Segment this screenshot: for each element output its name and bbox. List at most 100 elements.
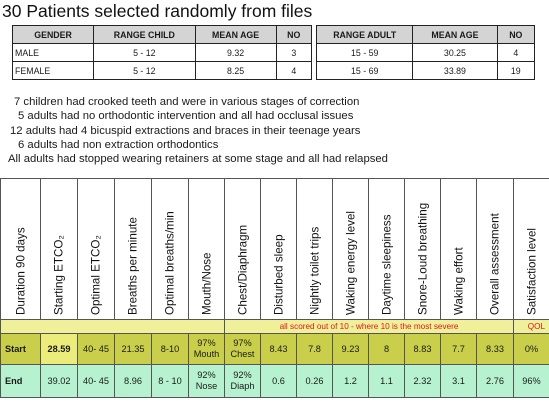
header-label: Mouth/Nose bbox=[200, 252, 213, 315]
cell-optimal-etco2: 40- 45 bbox=[77, 333, 115, 365]
table-row-male: MALE 5 - 12 9.32 3 15 - 59 30.25 4 bbox=[11, 43, 536, 62]
header-duration: Duration 90 days bbox=[0, 178, 41, 320]
cell-range-child: 5 - 12 bbox=[93, 61, 196, 80]
header-snore-loud-breathing: Snore-Loud breathing bbox=[404, 178, 441, 320]
header-overall-assessment: Overall assessment bbox=[476, 178, 514, 320]
cell-nightly-toilet-trips: 0.26 bbox=[296, 364, 333, 398]
cell-satisfaction-level: 0% bbox=[513, 333, 549, 365]
header-label: Snore-Loud breathing bbox=[416, 202, 429, 315]
cell-sub: Chest bbox=[230, 349, 255, 359]
note-line: 7 children had crooked teeth and were in… bbox=[14, 96, 360, 108]
header-label: Overall assessment bbox=[488, 213, 502, 315]
row-label-start: Start bbox=[0, 333, 41, 365]
header-range-child: RANGE CHILD bbox=[93, 25, 196, 44]
header-label: Disturbed sleep bbox=[272, 234, 285, 315]
header-mean-age-adult: MEAN AGE bbox=[412, 25, 498, 44]
header-label: Breaths per minute bbox=[126, 217, 140, 315]
cell-value: 97% bbox=[233, 338, 252, 348]
cell-no-child: 4 bbox=[275, 61, 312, 80]
cell-daytime-sleepiness: 1.1 bbox=[368, 364, 405, 398]
cell-satisfaction-level: 96% bbox=[513, 364, 549, 398]
header-daytime-sleepiness: Daytime sleepiness bbox=[368, 178, 405, 320]
cell-value: 97% bbox=[197, 338, 216, 348]
cell-value: 92% bbox=[197, 370, 216, 380]
cell-mouth-nose: 92% Nose bbox=[188, 364, 225, 398]
notes-block: 7 children had crooked teeth and were in… bbox=[0, 95, 549, 166]
cell-breaths-per-minute: 8.96 bbox=[114, 364, 152, 398]
table-row-end: End 39.02 40- 45 8.96 8 - 10 92% Nose 92%… bbox=[0, 364, 549, 398]
cell-nightly-toilet-trips: 7.8 bbox=[296, 333, 333, 365]
cell-gender: MALE bbox=[11, 43, 95, 62]
header-nightly-toilet-trips: Nightly toilet trips bbox=[296, 178, 333, 320]
note-line: All adults had stopped wearing retainers… bbox=[8, 153, 388, 166]
page-title: 30 Patients selected randomly from files bbox=[2, 1, 313, 21]
header-no-adult: NO bbox=[496, 25, 536, 44]
cell-overall-assessment: 8.33 bbox=[476, 333, 514, 365]
table-row-start: Start 28.59 40- 45 21.35 8-10 97% Mouth 9… bbox=[0, 333, 549, 365]
header-optimal-etco2: Optimal ETCO₂ bbox=[77, 178, 115, 320]
demographics-header-row: GENDER RANGE CHILD MEAN AGE NO RANGE ADU… bbox=[11, 25, 536, 44]
demographics-table: GENDER RANGE CHILD MEAN AGE NO RANGE ADU… bbox=[11, 25, 536, 80]
table-row-female: FEMALE 5 - 12 8.25 4 15 - 69 33.89 19 bbox=[11, 61, 536, 80]
cell-disturbed-sleep: 0.6 bbox=[260, 364, 297, 398]
header-label: Chest/Diaphragm bbox=[236, 224, 249, 315]
cell-waking-energy-level: 9.23 bbox=[332, 333, 369, 365]
header-satisfaction-level: Satisfaction level bbox=[513, 178, 549, 320]
header-no-child: NO bbox=[275, 25, 312, 44]
cell-overall-assessment: 2.76 bbox=[476, 364, 514, 398]
header-mouth-nose: Mouth/Nose bbox=[188, 178, 225, 320]
header-starting-etco2: Starting ETCO₂ bbox=[40, 178, 78, 320]
header-label: Optimal ETCO₂ bbox=[89, 235, 103, 315]
cell-range-child: 5 - 12 bbox=[93, 43, 196, 62]
cell-mouth-nose: 97% Mouth bbox=[188, 333, 225, 365]
column-gap bbox=[310, 43, 318, 62]
cell-mean-age-child: 9.32 bbox=[194, 43, 277, 62]
header-label: Duration 90 days bbox=[14, 227, 27, 315]
column-gap bbox=[310, 25, 318, 44]
header-label: Daytime sleepiness bbox=[380, 214, 393, 315]
cell-waking-effort: 7.7 bbox=[440, 333, 477, 365]
cell-sub: Diaph bbox=[230, 381, 255, 391]
cell-mean-age-adult: 30.25 bbox=[412, 43, 498, 62]
header-label: Starting ETCO₂ bbox=[52, 235, 66, 315]
cell-chest-diaphragm: 92% Diaph bbox=[224, 364, 261, 398]
cell-starting-etco2: 39.02 bbox=[40, 364, 78, 398]
cell-optimal-etco2: 40- 45 bbox=[77, 364, 115, 398]
cell-value: 92% bbox=[233, 370, 252, 380]
header-label: Optimal breaths/min bbox=[163, 211, 177, 315]
note-line: 5 adults had no orthodontic intervention… bbox=[18, 110, 354, 123]
scale-note: all scored out of 10 - where 10 is the m… bbox=[224, 319, 514, 334]
cell-waking-energy-level: 1.2 bbox=[332, 364, 369, 398]
note-line: 6 adults had non extraction orthodontics bbox=[18, 138, 219, 151]
header-mean-age-child: MEAN AGE bbox=[194, 25, 277, 44]
header-label: Waking energy level bbox=[344, 211, 357, 315]
header-label: Satisfaction level bbox=[525, 228, 538, 315]
note-line: 12 adults had 4 bicuspid extractions and… bbox=[10, 124, 361, 137]
outcomes-table: Duration 90 days Starting ETCO₂ Optimal … bbox=[0, 178, 549, 398]
header-label: Waking effort bbox=[452, 247, 465, 315]
row-label-end: End bbox=[0, 364, 41, 398]
scale-note-row: all scored out of 10 - where 10 is the m… bbox=[0, 319, 549, 334]
cell-no-child: 3 bbox=[275, 43, 312, 62]
header-range-adult: RANGE ADULT bbox=[316, 25, 414, 44]
cell-mean-age-child: 8.25 bbox=[194, 61, 277, 80]
note-band-spacer bbox=[0, 319, 225, 334]
cell-range-adult: 15 - 59 bbox=[316, 43, 414, 62]
outcomes-header-row: Duration 90 days Starting ETCO₂ Optimal … bbox=[0, 178, 549, 320]
cell-sub: Nose bbox=[195, 381, 218, 391]
qol-label: QOL bbox=[513, 319, 549, 334]
cell-range-adult: 15 - 69 bbox=[316, 61, 414, 80]
header-breaths-per-minute: Breaths per minute bbox=[114, 178, 152, 320]
cell-breaths-per-minute: 21.35 bbox=[114, 333, 152, 365]
cell-mean-age-adult: 33.89 bbox=[412, 61, 498, 80]
cell-chest-diaphragm: 97% Chest bbox=[224, 333, 261, 365]
header-optimal-breaths: Optimal breaths/min bbox=[151, 178, 189, 320]
cell-no-adult: 4 bbox=[496, 43, 536, 62]
header-waking-effort: Waking effort bbox=[440, 178, 477, 320]
cell-daytime-sleepiness: 8 bbox=[368, 333, 405, 365]
column-gap bbox=[310, 61, 318, 80]
header-chest-diaphragm: Chest/Diaphragm bbox=[224, 178, 261, 320]
cell-no-adult: 19 bbox=[496, 61, 536, 80]
cell-snore-loud-breathing: 2.32 bbox=[404, 364, 441, 398]
header-label: Nightly toilet trips bbox=[308, 226, 321, 315]
